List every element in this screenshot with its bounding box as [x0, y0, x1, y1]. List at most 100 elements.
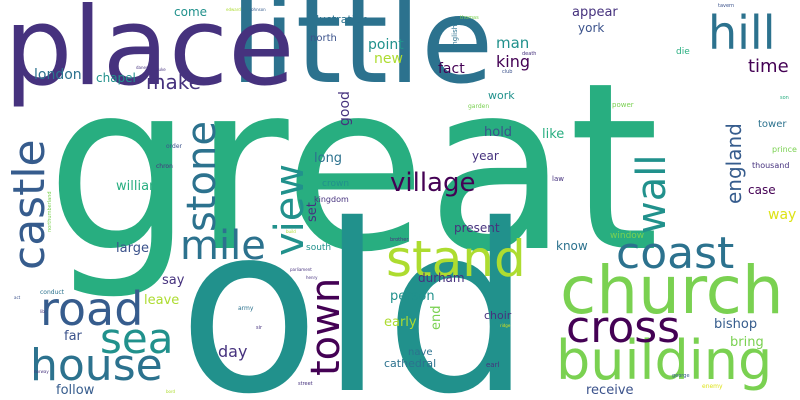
- word-thousand: thousand: [752, 161, 790, 170]
- word-sir: sir: [256, 325, 263, 331]
- word-ridge: ridge: [500, 323, 511, 328]
- word-town: town: [303, 277, 349, 376]
- word-london: london: [34, 67, 82, 83]
- word-year: year: [472, 149, 499, 163]
- word-thomas: thomas: [460, 15, 479, 21]
- word-day: day: [218, 342, 248, 361]
- word-long: long: [314, 151, 343, 166]
- word-bord: bord: [166, 389, 176, 394]
- word-order: order: [166, 143, 182, 150]
- word-person: person: [390, 289, 435, 304]
- word-appear: appear: [572, 5, 618, 20]
- word-build: build: [286, 229, 296, 234]
- word-great: great: [46, 33, 660, 303]
- word-kingdom: kingdom: [314, 195, 349, 204]
- word-time: time: [748, 56, 789, 77]
- word-end: end: [429, 305, 444, 331]
- word-hold: hold: [484, 125, 513, 140]
- word-castle: castle: [4, 139, 55, 270]
- word-point: point: [368, 37, 404, 53]
- word-power: power: [612, 101, 634, 109]
- word-case: case: [748, 183, 776, 197]
- word-come: come: [174, 5, 208, 19]
- word-duke: duke: [156, 67, 166, 72]
- word-coast: coast: [616, 228, 735, 279]
- word-building: building: [556, 329, 773, 392]
- word-enemy: enemy: [702, 383, 723, 390]
- word-edward: edward: [226, 7, 241, 12]
- word-prince: prince: [772, 145, 797, 154]
- word-street: street: [298, 381, 313, 387]
- word-army: army: [238, 305, 254, 312]
- word-english: english: [451, 24, 459, 50]
- word-durham: durham: [418, 271, 465, 285]
- word-choir: choir: [484, 309, 512, 322]
- word-early: early: [384, 315, 417, 330]
- word-earl: earl: [486, 361, 500, 369]
- word-bring: bring: [730, 335, 764, 350]
- word-old: old: [178, 175, 532, 400]
- word-set: set: [305, 202, 320, 222]
- word-conduct: conduct: [40, 289, 65, 296]
- word-garden: garden: [468, 103, 490, 110]
- word-south: south: [306, 243, 332, 253]
- word-far: far: [64, 329, 82, 344]
- word-york: york: [578, 21, 605, 35]
- word-view: view: [267, 163, 313, 256]
- word-hill: hill: [708, 6, 776, 60]
- word-danes: danes: [136, 65, 149, 70]
- word-norway: norway: [34, 369, 49, 374]
- word-road: road: [40, 282, 144, 336]
- word-tower: tower: [758, 119, 787, 130]
- word-parliament: parliament: [290, 267, 312, 272]
- word-good: good: [337, 91, 353, 126]
- word-wall: wall: [629, 154, 675, 234]
- word-window: window: [610, 231, 645, 241]
- word-bishop: bishop: [714, 317, 758, 332]
- word-like: like: [542, 127, 565, 142]
- word-son: son: [780, 95, 789, 101]
- word-say: say: [162, 273, 185, 288]
- word-king: king: [496, 52, 531, 71]
- word-man: man: [496, 34, 530, 52]
- word-law: law: [552, 175, 564, 183]
- word-stone: stone: [179, 121, 225, 232]
- word-little: little: [230, 0, 494, 110]
- word-work: work: [488, 89, 515, 102]
- word-william: william: [116, 179, 162, 194]
- word-present: present: [454, 221, 500, 235]
- word-receive: receive: [586, 383, 634, 398]
- word-new: new: [374, 51, 403, 67]
- word-death: death: [522, 51, 537, 57]
- word-crown: crown: [322, 179, 350, 189]
- word-north: north: [310, 33, 337, 44]
- word-mile: mile: [180, 223, 266, 269]
- word-cross: cross: [566, 302, 681, 353]
- word-england: england: [722, 123, 746, 204]
- word-brother: brother: [390, 237, 409, 243]
- word-illustration: illustration: [310, 13, 369, 26]
- word-george: george: [672, 373, 690, 379]
- word-chapel: chapel: [96, 71, 136, 85]
- word-johnson: johnson: [250, 7, 266, 12]
- word-sea: sea: [100, 314, 174, 363]
- word-cathedral-hidden: make: [146, 70, 201, 94]
- word-village: village: [390, 168, 476, 198]
- word-place: place: [4, 0, 295, 110]
- word-chron: chron: [156, 163, 173, 170]
- word-tavern: tavern: [718, 3, 735, 9]
- word-leave: leave: [144, 293, 180, 308]
- word-nave: nave: [408, 347, 433, 358]
- word-house: house: [30, 340, 163, 391]
- word-fact: fact: [438, 61, 465, 77]
- word-henry: henry: [306, 275, 318, 280]
- word-act: act: [14, 295, 21, 300]
- word-stand: stand: [386, 230, 526, 288]
- word-way: way: [768, 207, 797, 223]
- word-die: die: [676, 47, 690, 57]
- word-cathedral: cathedral: [384, 357, 437, 370]
- word-know: know: [556, 239, 588, 253]
- word-large: large: [116, 241, 149, 256]
- word-church: church: [560, 252, 784, 329]
